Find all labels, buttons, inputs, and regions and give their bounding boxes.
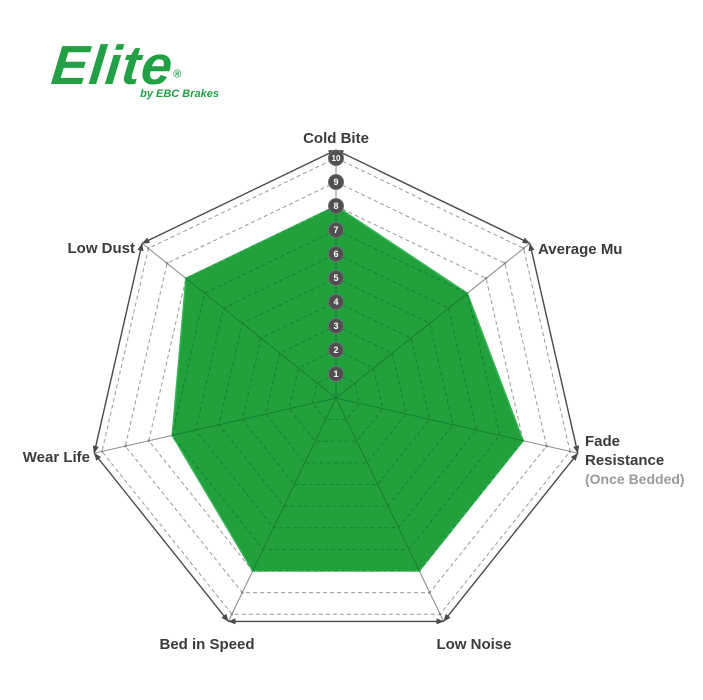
- axis-tick-dot: [568, 450, 572, 453]
- axis-tick-dot: [545, 444, 548, 448]
- axis-label-fade-resistance-sub: (Once Bedded): [585, 471, 685, 487]
- scale-tick-label: 7: [333, 225, 338, 235]
- scale-tick-label: 2: [333, 345, 338, 355]
- scale-tick-label: 3: [333, 321, 338, 331]
- outer-edge: [141, 149, 337, 245]
- outer-edge: [93, 452, 229, 622]
- axis-label-fade-resistance: Fade Resistance (Once Bedded): [585, 432, 697, 489]
- scale-tick-label: 5: [333, 273, 338, 283]
- outer-edge: [528, 243, 580, 454]
- axis-label-fade-resistance-main: Fade Resistance: [585, 433, 665, 469]
- axis-label-average-mu: Average Mu: [538, 241, 623, 258]
- axis-tick-dot: [147, 439, 151, 443]
- axis-tick-dot: [438, 612, 442, 616]
- axis-label-low-dust: Low Dust: [67, 240, 136, 257]
- scale-tick: 2: [328, 342, 344, 358]
- axis-tick-dot: [230, 612, 234, 616]
- grid-ring: [124, 181, 548, 594]
- brand-tagline: by EBC Brakes: [140, 88, 219, 100]
- axis-tick-dot: [165, 262, 169, 265]
- axis-tick-dot: [522, 247, 525, 250]
- outer-edge: [443, 452, 579, 622]
- axis-tick-dot: [503, 262, 507, 265]
- scale-tick: 8: [328, 198, 344, 214]
- axis-label-bed-in-speed: Bed in Speed: [159, 636, 255, 653]
- scale-tick: 6: [328, 246, 344, 262]
- scale-tick: 3: [328, 318, 344, 334]
- inner-grid: [172, 206, 524, 571]
- scale-tick-label: 4: [333, 297, 338, 307]
- scale-tick: 4: [328, 294, 344, 310]
- axis-tick-dot: [124, 444, 127, 448]
- scale-tick-label: 10: [332, 154, 341, 163]
- scale-tick: 7: [328, 222, 344, 238]
- axis-tick-dot: [100, 450, 104, 453]
- axis-label-wear-life: Wear Life: [22, 449, 90, 466]
- outer-edge: [335, 149, 531, 245]
- axis-tick-dot: [147, 247, 150, 250]
- brand-logo: Elite® by EBC Brakes: [48, 34, 227, 100]
- registered-mark: ®: [173, 68, 182, 81]
- axis-tick-dot: [241, 591, 244, 594]
- outer-edge: [92, 243, 144, 454]
- axis-label-cold-bite: Cold Bite: [303, 130, 369, 147]
- scale-tick: 9: [328, 174, 344, 190]
- scale-tick: 10: [328, 150, 344, 166]
- scale-tick: 1: [328, 366, 344, 382]
- axis-tick-dot: [428, 591, 432, 594]
- scale-tick: 5: [328, 270, 344, 286]
- scale-tick-label: 9: [333, 177, 338, 187]
- axis-label-low-noise: Low Noise: [436, 636, 512, 653]
- scale-tick-label: 6: [333, 249, 338, 259]
- brand-logo-text: Elite: [48, 34, 177, 96]
- axis-tick-dot: [484, 277, 488, 280]
- scale-tick-label: 8: [333, 201, 338, 211]
- scale-tick-label: 1: [333, 369, 338, 379]
